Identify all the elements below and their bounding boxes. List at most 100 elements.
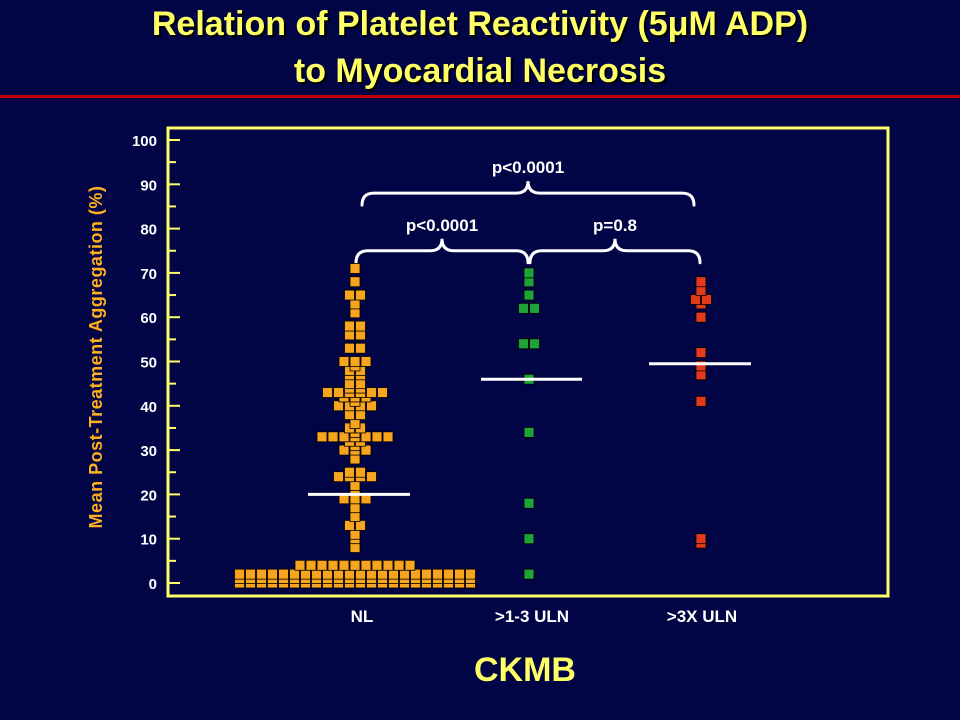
y-tick-label: 40 [140, 399, 157, 416]
data-point [349, 356, 361, 367]
y-tick-label: 10 [140, 532, 157, 549]
data-point [523, 426, 535, 438]
x-tick-label: NL [351, 607, 374, 626]
data-point [360, 356, 372, 367]
data-point [366, 471, 377, 483]
y-tick-label: 80 [140, 222, 157, 239]
data-point [344, 342, 355, 354]
data-point [465, 568, 476, 580]
data-point [366, 568, 377, 580]
data-point [349, 559, 361, 571]
data-point [695, 347, 707, 359]
data-points [234, 263, 712, 589]
data-point [523, 267, 535, 279]
data-point [523, 497, 535, 509]
y-tick-label: 60 [140, 310, 157, 327]
y-tick-label: 0 [149, 576, 157, 593]
x-tick-label: >3X ULN [667, 607, 737, 626]
data-point [322, 568, 333, 580]
data-point [388, 568, 399, 580]
data-point [294, 559, 306, 571]
data-point [344, 568, 355, 580]
y-axis-label: Mean Post-Treatment Aggregation (%) [86, 186, 106, 529]
data-point [695, 360, 707, 372]
data-point [432, 568, 443, 580]
data-point [338, 444, 350, 456]
data-point [256, 568, 267, 580]
data-point [360, 559, 372, 571]
mean-lines [308, 362, 751, 496]
data-point [333, 400, 344, 412]
significance-bracket [360, 181, 696, 207]
data-point [695, 311, 707, 323]
y-tick-label: 100 [132, 133, 157, 150]
data-point [404, 559, 416, 571]
data-point [393, 559, 405, 571]
data-point [327, 559, 339, 571]
data-point [382, 559, 394, 571]
x-tick-label: >1-3 ULN [495, 607, 569, 626]
data-point [355, 568, 366, 580]
data-point [355, 466, 366, 478]
data-point [355, 320, 366, 332]
data-point [410, 568, 421, 580]
data-point [518, 302, 529, 314]
y-tick-label: 90 [140, 177, 157, 194]
data-point [344, 320, 355, 332]
data-point [523, 568, 535, 580]
data-point [355, 289, 366, 301]
data-point [355, 342, 366, 354]
data-point [454, 568, 465, 580]
data-point [333, 471, 344, 483]
data-point [338, 559, 350, 571]
y-tick-label: 50 [140, 355, 157, 372]
data-point [690, 294, 701, 305]
data-point [349, 418, 361, 429]
data-point [382, 431, 394, 443]
title-line-1: Relation of Platelet Reactivity (5μM ADP… [151, 5, 809, 43]
data-point [701, 294, 712, 305]
data-point [267, 568, 278, 580]
y-axis: 0 10 20 30 40 50 60 70 80 90 100 [132, 133, 180, 593]
data-point [529, 302, 540, 314]
data-point [366, 387, 377, 398]
title-rule [0, 95, 960, 98]
data-point [333, 387, 344, 398]
significance-bracket [528, 238, 702, 265]
data-point [360, 431, 372, 443]
data-point [349, 276, 361, 288]
data-point [316, 431, 328, 443]
data-point [349, 263, 361, 274]
data-point [344, 466, 355, 478]
data-point [327, 431, 339, 443]
data-point [311, 568, 322, 580]
data-point [349, 528, 361, 540]
data-point [305, 559, 317, 571]
data-point [377, 387, 388, 398]
y-tick-label: 20 [140, 487, 157, 504]
data-point [300, 568, 311, 580]
y-tick-label: 70 [140, 266, 157, 283]
data-point [289, 568, 300, 580]
data-point [443, 568, 454, 580]
x-axis: NL >1-3 ULN >3X ULN [351, 607, 738, 626]
data-point [523, 533, 535, 545]
data-point [695, 276, 707, 288]
data-point [349, 480, 361, 491]
data-point [234, 568, 245, 580]
data-point [371, 431, 383, 443]
data-point [338, 431, 350, 443]
data-point [333, 568, 344, 580]
data-point [371, 559, 383, 571]
y-tick-label: 30 [140, 443, 157, 460]
data-point [518, 338, 529, 350]
data-point [349, 298, 361, 310]
p-value-label: p=0.8 [593, 216, 637, 235]
data-point [322, 387, 333, 398]
plot-frame [166, 126, 890, 598]
data-point [355, 520, 366, 531]
data-point [529, 338, 540, 350]
significance-brackets: p<0.0001 p<0.0001 p=0.8 [354, 158, 702, 265]
data-point [344, 520, 355, 531]
